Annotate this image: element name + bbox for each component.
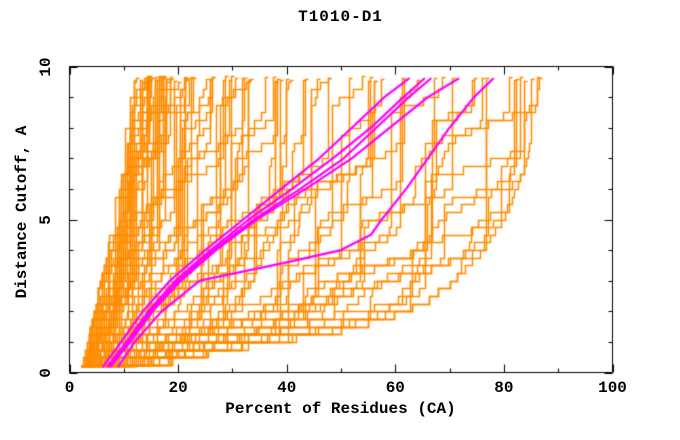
x-axis-label: Percent of Residues (CA) <box>225 400 456 418</box>
y-tick-label: 10 <box>37 56 55 77</box>
x-tick-label: 40 <box>277 379 297 397</box>
x-tick-label: 20 <box>168 379 188 397</box>
x-tick-label: 0 <box>64 379 75 397</box>
x-tick-label: 80 <box>494 379 514 397</box>
y-tick-label: 5 <box>37 214 55 225</box>
x-tick-label: 60 <box>385 379 405 397</box>
chart-title: T1010-D1 <box>298 8 383 26</box>
y-axis-label: Distance Cutoff, A <box>13 125 31 299</box>
y-tick-label: 0 <box>37 367 55 378</box>
x-tick-label: 100 <box>598 379 627 397</box>
